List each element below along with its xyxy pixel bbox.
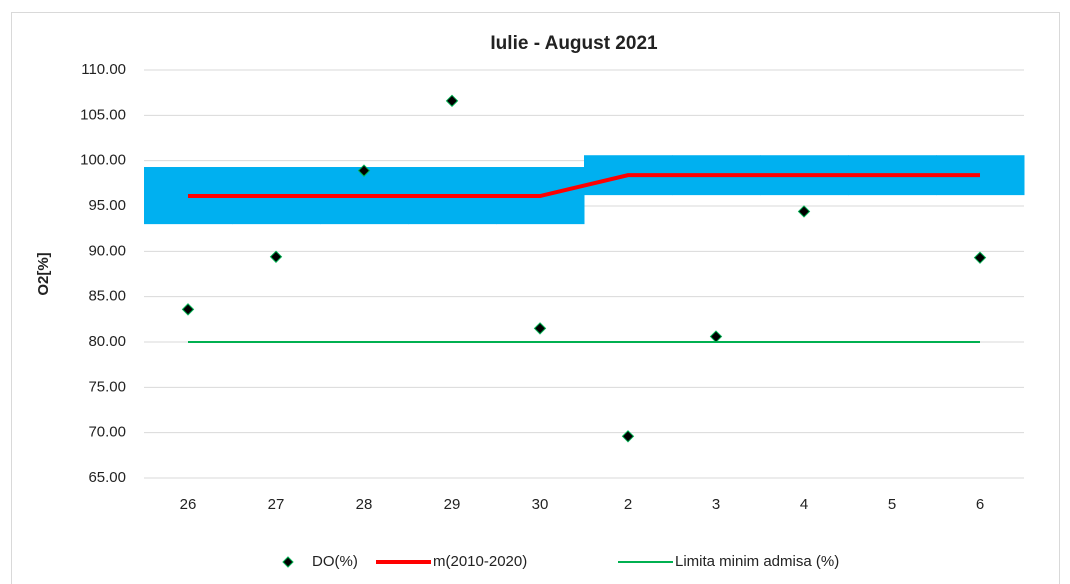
y-tick-label: 70.00 — [88, 424, 126, 441]
data-point — [973, 251, 987, 264]
data-point — [533, 322, 547, 335]
y-tick-label: 95.00 — [88, 197, 126, 214]
x-tick-label: 4 — [800, 496, 808, 513]
data-point — [797, 205, 811, 218]
y-tick-label: 100.00 — [80, 152, 126, 169]
y-tick-label: 65.00 — [88, 469, 126, 486]
y-tick-label: 90.00 — [88, 242, 126, 259]
data-point — [269, 250, 283, 263]
x-tick-label: 28 — [356, 496, 373, 513]
x-tick-label: 29 — [444, 496, 461, 513]
y-tick-label: 75.00 — [88, 378, 126, 395]
legend-label: DO(%) — [312, 553, 358, 570]
data-point — [709, 330, 723, 343]
x-tick-label: 30 — [532, 496, 549, 513]
x-tick-label: 26 — [180, 496, 197, 513]
x-tick-label: 3 — [712, 496, 720, 513]
y-tick-label: 85.00 — [88, 288, 126, 305]
chart-border — [11, 12, 1060, 584]
data-point — [181, 303, 195, 316]
data-point — [621, 430, 635, 443]
x-tick-label: 2 — [624, 496, 632, 513]
chart-title: Iulie - August 2021 — [490, 33, 658, 54]
x-tick-label: 6 — [976, 496, 984, 513]
legend-marker — [282, 556, 294, 568]
y-tick-label: 110.00 — [81, 61, 126, 78]
legend-label: m(2010-2020) — [433, 553, 527, 570]
data-point — [357, 164, 371, 177]
x-tick-label: 5 — [888, 496, 896, 513]
data-point — [445, 94, 459, 108]
y-tick-label: 80.00 — [88, 333, 126, 350]
x-tick-label: 27 — [268, 496, 285, 513]
y-tick-label: 105.00 — [80, 106, 126, 123]
series-line — [188, 173, 980, 199]
y-axis-label: O2[%] — [35, 252, 52, 295]
legend-label: Limita minim admisa (%) — [675, 553, 839, 570]
